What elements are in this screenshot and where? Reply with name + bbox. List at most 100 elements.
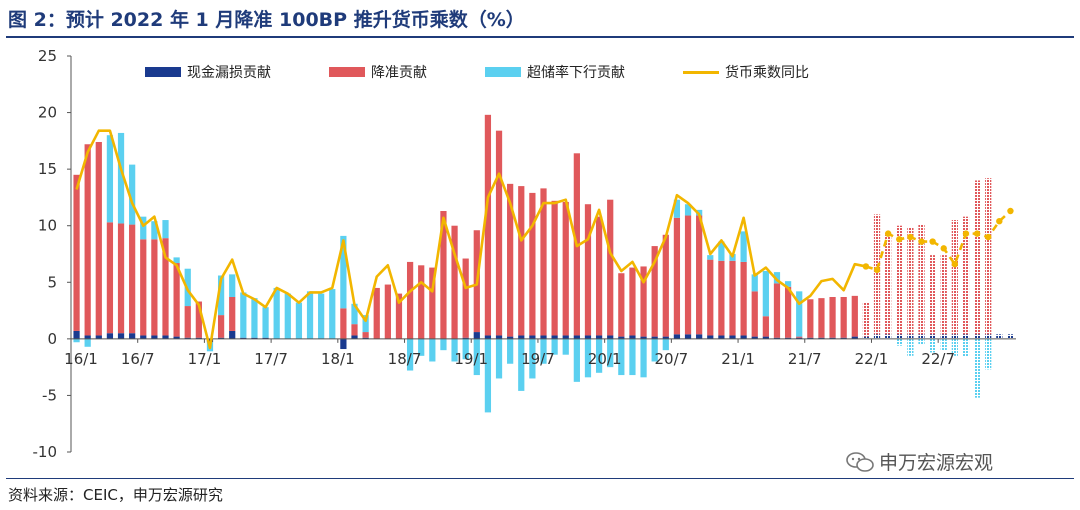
bar-rrr (907, 227, 914, 335)
bar-rrr (151, 239, 158, 336)
line-point (951, 260, 959, 268)
chart-title: 图 2：预计 2022 年 1 月降准 100BP 推升货币乘数（%） (8, 9, 525, 31)
line-layer (75, 129, 1014, 350)
bar-cash-leak (707, 335, 714, 339)
watermark: 申万宏源宏观 (845, 448, 993, 475)
bar-cash-leak (618, 336, 625, 339)
bar-cash-leak (973, 334, 981, 339)
line-point (973, 230, 981, 237)
bar-rrr (140, 239, 147, 336)
bar-excess (784, 281, 792, 287)
bar-rrr (129, 224, 136, 334)
bar-excess (773, 272, 781, 284)
legend-label-cash: 现金漏损贡献 (187, 65, 271, 81)
bar-cash-leak (473, 332, 480, 339)
bar-cash-leak (796, 337, 803, 339)
bar-rrr (873, 214, 881, 335)
bar-rrr (607, 199, 614, 336)
x-tick-label: 19/1 (454, 350, 488, 368)
line-point (918, 238, 925, 245)
bar-rrr (195, 301, 202, 338)
bar-excess (662, 338, 669, 351)
bar-excess (740, 231, 747, 262)
bar-rrr (662, 234, 669, 337)
bar-excess (429, 338, 436, 362)
y-tick-label: -10 (33, 443, 58, 461)
bar-excess (640, 338, 647, 378)
x-tick-label: 18/7 (388, 350, 422, 368)
bar-cash-leak (95, 335, 102, 339)
bar-rrr (684, 215, 692, 335)
bar-cash-leak (640, 336, 647, 339)
bar-excess (440, 338, 447, 351)
x-tick-label: 17/7 (254, 350, 288, 368)
x-tick-label: 22/7 (921, 350, 955, 368)
bar-rrr (696, 215, 703, 335)
bar-cash-leak (962, 334, 970, 339)
bar-excess (796, 291, 803, 337)
x-tick-label: 17/1 (188, 350, 222, 368)
bar-excess (229, 274, 236, 297)
bar-rrr (73, 174, 80, 331)
bar-rrr (540, 188, 547, 336)
bar-rrr (707, 259, 714, 336)
bar-cash-leak (462, 337, 469, 339)
bar-rrr (818, 298, 825, 338)
bar-excess (651, 338, 658, 362)
bar-cash-leak (540, 335, 547, 339)
bar-rrr (562, 201, 569, 336)
bar-cash-leak (217, 337, 225, 339)
x-tick-label: 19/7 (521, 350, 555, 368)
bar-rrr (429, 267, 436, 339)
bar-rrr (162, 238, 169, 336)
legend-swatch-rrr (329, 67, 365, 77)
bar-excess (751, 274, 758, 292)
legend-swatch-cash (145, 67, 181, 77)
bar-excess (140, 216, 147, 240)
bar-excess (106, 135, 114, 223)
bar-cash-leak (684, 334, 692, 339)
bar-cash-leak (784, 337, 792, 339)
bar-rrr (551, 200, 558, 336)
bars-layer (73, 114, 1014, 413)
bar-excess (940, 338, 947, 351)
bar-rrr (862, 302, 870, 337)
bar-cash-leak (240, 337, 247, 339)
bar-rrr (529, 192, 536, 336)
y-tick-label: 5 (47, 273, 57, 291)
axes-layer (67, 55, 1016, 453)
bar-excess (618, 338, 625, 376)
bar-excess (418, 338, 425, 356)
bar-excess (162, 220, 169, 239)
bar-excess (507, 338, 514, 364)
bar-rrr (851, 295, 858, 337)
x-tick-label: 16/1 (64, 350, 98, 368)
bar-excess (573, 338, 580, 382)
bar-rrr (640, 266, 647, 337)
legend-item-rrr: 降准贡献 (329, 62, 427, 82)
bar-excess (495, 338, 503, 379)
bar-rrr (773, 283, 781, 338)
bar-rrr (973, 180, 981, 335)
bar-excess (84, 338, 91, 347)
bar-cash-leak (229, 330, 236, 339)
bar-cash-leak (573, 335, 580, 339)
bar-cash-leak (662, 336, 669, 339)
bar-excess (73, 338, 80, 343)
bar-cash-leak (951, 334, 958, 339)
bar-rrr (829, 296, 836, 338)
wechat-icon (846, 451, 874, 472)
bar-rrr (718, 260, 725, 336)
bar-rrr (229, 296, 236, 331)
x-tick-label: 21/1 (721, 350, 755, 368)
bar-cash-leak (562, 335, 569, 339)
bar-excess (273, 287, 280, 339)
bar-rrr (629, 267, 636, 336)
line-point (996, 217, 1003, 225)
bar-excess (607, 338, 614, 368)
bar-rrr (618, 273, 625, 337)
source-divider (6, 478, 1074, 479)
bar-rrr (340, 308, 347, 339)
bar-excess (918, 338, 925, 345)
bar-rrr (362, 332, 369, 338)
